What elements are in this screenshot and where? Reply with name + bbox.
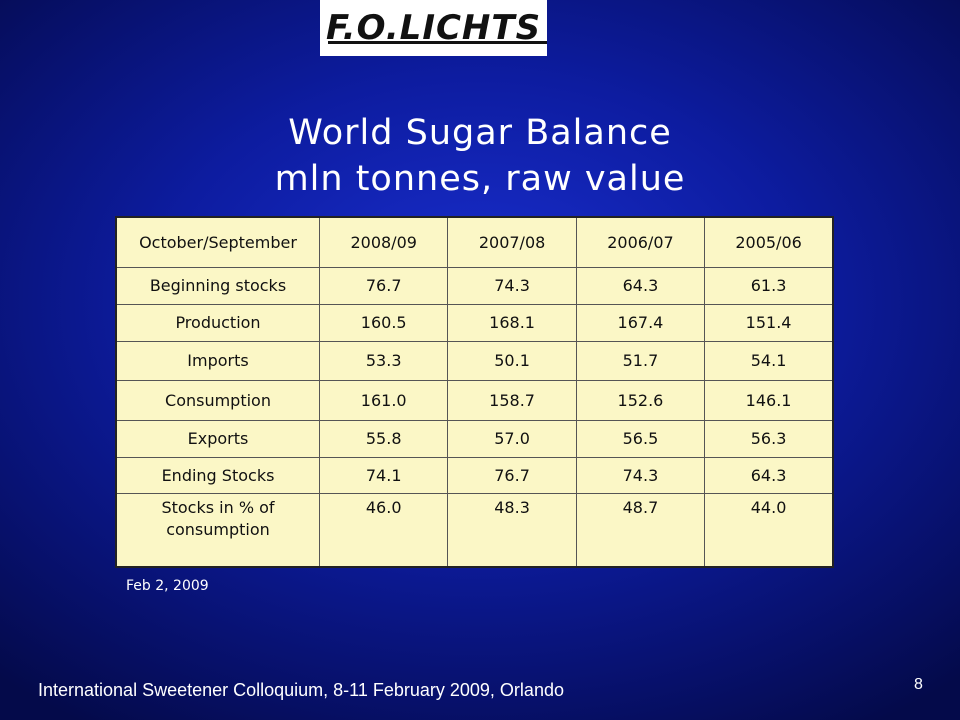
- row-label: Imports: [115, 340, 320, 381]
- logo-wordmark: F.O.LICHTS: [325, 8, 548, 48]
- row-label: Consumption: [115, 379, 320, 421]
- row-label: Exports: [115, 419, 320, 458]
- table-cell: 56.5: [575, 419, 706, 458]
- table-cell: 61.3: [704, 266, 834, 305]
- table-cell: 76.7: [447, 456, 577, 494]
- table-row: Production 160.5 168.1 167.4 151.4: [115, 303, 834, 342]
- table-cell: 167.4: [575, 303, 706, 342]
- header-cell: 2007/08: [447, 216, 577, 268]
- table-cell: 48.7: [575, 492, 706, 568]
- table-cell: 54.1: [704, 340, 834, 381]
- header-cell: 2006/07: [575, 216, 706, 268]
- sugar-balance-table: October/September 2008/09 2007/08 2006/0…: [115, 216, 834, 568]
- table-cell: 50.1: [447, 340, 577, 381]
- table-cell: 158.7: [447, 379, 577, 421]
- title-line-2: mln tonnes, raw value: [274, 159, 686, 199]
- table-row: Beginning stocks 76.7 74.3 64.3 61.3: [115, 266, 834, 305]
- table-cell: 168.1: [447, 303, 577, 342]
- table-cell: 146.1: [704, 379, 834, 421]
- table-cell: 48.3: [447, 492, 577, 568]
- table-cell: 74.1: [318, 456, 449, 494]
- table-cell: 51.7: [575, 340, 706, 381]
- table-cell: 74.3: [575, 456, 706, 494]
- table-cell: 160.5: [318, 303, 449, 342]
- table-cell: 151.4: [704, 303, 834, 342]
- table-cell: 46.0: [318, 492, 449, 568]
- table-cell: 44.0: [704, 492, 834, 568]
- table-cell: 53.3: [318, 340, 449, 381]
- title-line-1: World Sugar Balance: [288, 113, 672, 153]
- header-cell: October/September: [115, 216, 320, 268]
- page-number: 8: [914, 676, 923, 693]
- table-cell: 64.3: [575, 266, 706, 305]
- table-row: Exports 55.8 57.0 56.5 56.3: [115, 419, 834, 458]
- header-cell: 2005/06: [704, 216, 834, 268]
- table-header-row: October/September 2008/09 2007/08 2006/0…: [115, 216, 834, 268]
- table-cell: 152.6: [575, 379, 706, 421]
- header-cell: 2008/09: [318, 216, 449, 268]
- logo: F.O.LICHTS: [320, 0, 548, 56]
- date-note: Feb 2, 2009: [126, 578, 209, 594]
- row-label: Ending Stocks: [115, 456, 320, 494]
- table-cell: 55.8: [318, 419, 449, 458]
- table-row: Stocks in % of consumption 46.0 48.3 48.…: [115, 492, 834, 568]
- table-cell: 56.3: [704, 419, 834, 458]
- table-row: Imports 53.3 50.1 51.7 54.1: [115, 340, 834, 381]
- slide-title: World Sugar Balance mln tonnes, raw valu…: [0, 110, 960, 202]
- footer-text: International Sweetener Colloquium, 8-11…: [38, 680, 564, 700]
- row-label: Beginning stocks: [115, 266, 320, 305]
- row-label: Stocks in % of consumption: [115, 492, 320, 568]
- table-cell: 74.3: [447, 266, 577, 305]
- table-row: Ending Stocks 74.1 76.7 74.3 64.3: [115, 456, 834, 494]
- table-cell: 76.7: [318, 266, 449, 305]
- table-cell: 57.0: [447, 419, 577, 458]
- table-cell: 161.0: [318, 379, 449, 421]
- table-row: Consumption 161.0 158.7 152.6 146.1: [115, 379, 834, 421]
- table-cell: 64.3: [704, 456, 834, 494]
- row-label: Production: [115, 303, 320, 342]
